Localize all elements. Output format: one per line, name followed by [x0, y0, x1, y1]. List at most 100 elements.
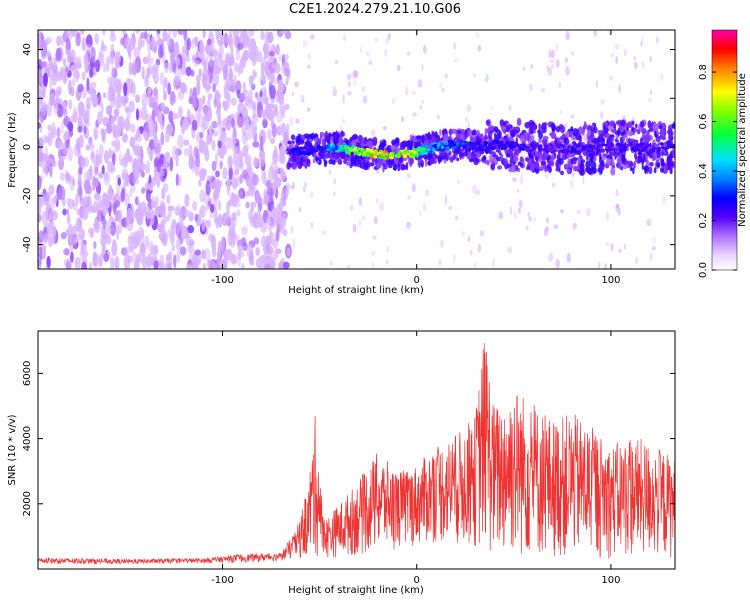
faint-speckle	[407, 195, 411, 200]
faint-speckle	[641, 34, 644, 44]
signal-ridge-cell	[294, 148, 299, 152]
signal-ridge-cell	[359, 150, 364, 154]
noise-speckle	[284, 30, 292, 40]
noise-speckle	[241, 226, 248, 236]
noise-speckle	[38, 122, 41, 129]
faint-speckle	[615, 55, 618, 65]
noise-speckle	[285, 187, 289, 197]
faint-speckle	[522, 66, 526, 71]
faint-speckle	[438, 259, 442, 266]
noise-speckle	[164, 62, 169, 74]
signal-halo	[524, 121, 531, 129]
noise-speckle	[38, 197, 42, 205]
noise-speckle	[167, 82, 172, 95]
faint-speckle	[362, 95, 368, 104]
faint-speckle	[550, 49, 555, 59]
signal-ridge-cell	[450, 144, 453, 147]
faint-speckle	[419, 210, 422, 217]
signal-ridge-cell	[519, 143, 523, 146]
faint-speckle	[484, 77, 487, 82]
noise-speckle	[238, 150, 243, 163]
noise-speckle	[38, 34, 42, 44]
signal-halo	[291, 163, 297, 169]
noise-speckle	[154, 195, 159, 207]
noise-speckle	[228, 226, 235, 241]
noise-speckle	[194, 36, 198, 47]
noise-speckle	[89, 165, 93, 178]
faint-speckle	[457, 178, 460, 185]
signal-halo	[592, 126, 598, 134]
noise-speckle	[273, 207, 279, 219]
signal-halo	[306, 158, 311, 168]
noise-speckle	[93, 177, 99, 188]
noise-speckle	[127, 255, 133, 263]
faint-speckle	[555, 258, 560, 269]
snr-x-axis-label: Height of straight line (km)	[288, 585, 424, 596]
noise-speckle	[171, 112, 179, 120]
noise-speckle	[109, 85, 113, 93]
x-tick-label: 0	[414, 275, 420, 286]
noise-speckle	[72, 69, 78, 77]
noise-speckle	[79, 246, 84, 261]
noise-speckle	[103, 198, 108, 207]
snr-line	[38, 343, 675, 565]
noise-speckle	[157, 30, 161, 35]
noise-speckle	[278, 54, 282, 62]
colorbar-gradient	[711, 29, 738, 271]
faint-speckle	[293, 238, 296, 249]
noise-speckle	[129, 136, 136, 148]
faint-speckle	[548, 67, 552, 77]
signal-ridge-cell	[475, 148, 479, 153]
noise-speckle	[80, 158, 86, 170]
noise-speckle	[252, 174, 259, 186]
x-tick-label: 0	[414, 575, 420, 586]
noise-speckle	[103, 92, 106, 99]
noise-speckle	[83, 52, 89, 66]
signal-halo	[610, 128, 617, 134]
noise-speckle	[44, 146, 49, 156]
signal-ridge-cell	[508, 144, 513, 148]
noise-speckle	[204, 247, 211, 263]
faint-speckle	[438, 82, 443, 89]
noise-speckle	[110, 161, 115, 175]
faint-speckle	[371, 261, 375, 269]
faint-speckle	[406, 172, 412, 179]
faint-speckle	[473, 261, 477, 269]
signal-halo	[370, 162, 375, 166]
signal-halo	[410, 156, 415, 165]
signal-ridge-cell	[444, 142, 449, 146]
signal-ridge-cell	[291, 148, 294, 153]
noise-speckle	[63, 115, 71, 128]
signal-ridge-cell	[457, 146, 461, 150]
faint-speckle	[618, 248, 622, 253]
signal-ridge-cell	[644, 144, 648, 148]
signal-halo	[591, 132, 595, 137]
noise-speckle	[227, 179, 231, 190]
signal-ridge-cell	[629, 142, 633, 146]
noise-speckle	[264, 263, 271, 269]
noise-speckle	[183, 139, 190, 146]
signal-halo	[652, 123, 656, 132]
signal-halo	[579, 163, 585, 171]
signal-halo	[617, 128, 621, 137]
noise-speckle	[43, 72, 48, 87]
noise-speckle	[93, 126, 99, 141]
noise-speckle	[72, 202, 78, 211]
noise-speckle	[159, 119, 165, 131]
faint-speckle	[352, 223, 357, 233]
signal-halo	[418, 162, 421, 169]
signal-halo	[599, 152, 602, 160]
noise-speckle	[238, 92, 246, 103]
noise-speckle	[142, 254, 147, 269]
faint-speckle	[640, 41, 643, 47]
faint-speckle	[513, 210, 518, 220]
noise-speckle	[114, 51, 122, 64]
noise-speckle	[103, 172, 111, 186]
faint-speckle	[374, 37, 379, 43]
signal-ridge-cell	[462, 145, 467, 149]
noise-speckle	[113, 108, 120, 117]
noise-speckle	[181, 229, 186, 240]
signal-halo	[585, 160, 591, 169]
noise-speckle	[77, 83, 84, 93]
